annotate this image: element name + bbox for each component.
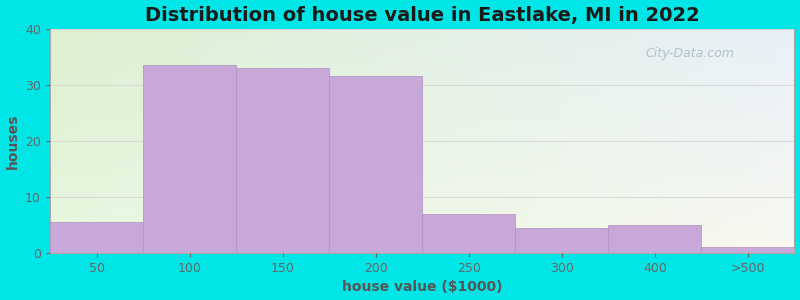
Bar <box>515 228 608 253</box>
Title: Distribution of house value in Eastlake, MI in 2022: Distribution of house value in Eastlake,… <box>145 6 700 25</box>
Bar <box>702 247 794 253</box>
Bar <box>422 214 515 253</box>
Y-axis label: houses: houses <box>6 113 19 169</box>
Bar <box>608 225 702 253</box>
Bar <box>143 65 236 253</box>
Bar <box>329 76 422 253</box>
X-axis label: house value ($1000): house value ($1000) <box>342 280 502 294</box>
Text: City-Data.com: City-Data.com <box>646 47 734 60</box>
Bar <box>236 68 329 253</box>
Bar <box>50 222 143 253</box>
